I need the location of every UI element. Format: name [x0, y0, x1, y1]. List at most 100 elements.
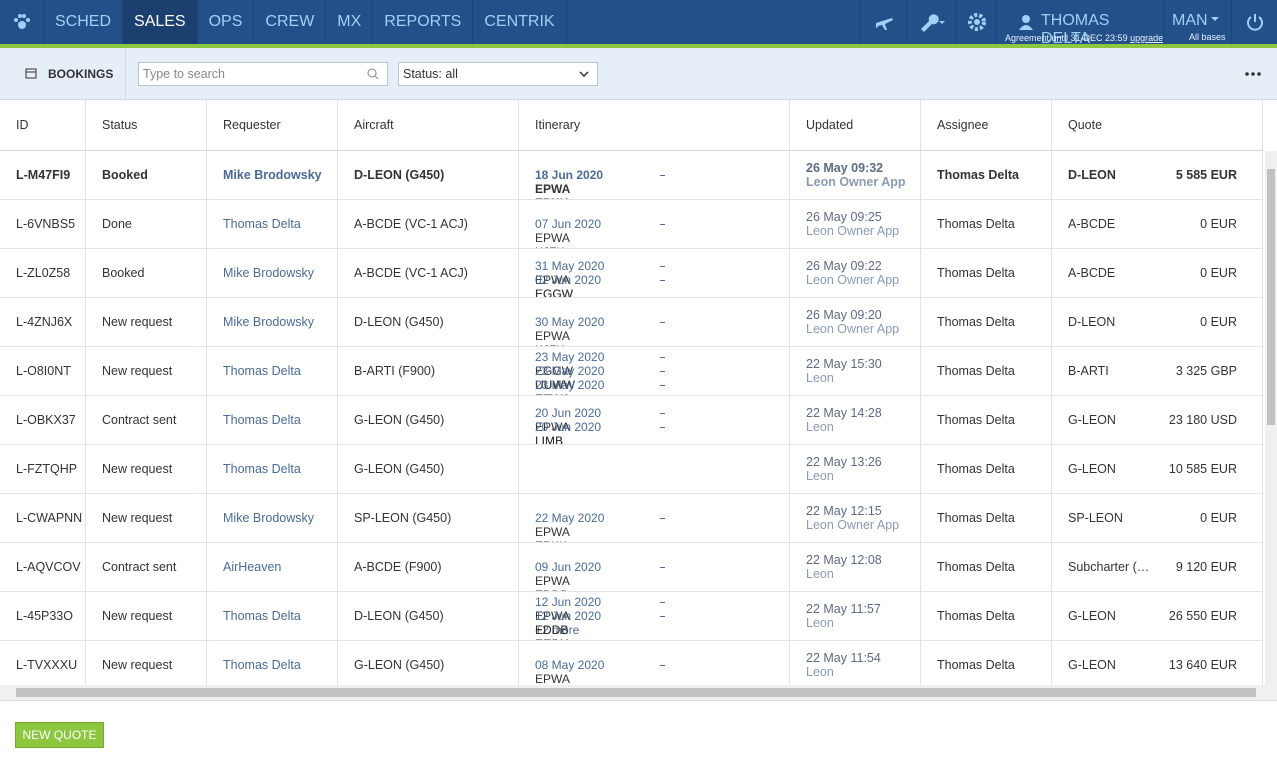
leg-dash	[660, 322, 665, 323]
leg: 18 Jun 2020EPWAEPKK5 PAX	[535, 168, 775, 199]
header-row: ID Status Requester Aircraft Itinerary Update…	[0, 100, 1263, 151]
aircraft: D-LEON (G450)	[338, 298, 519, 346]
column-header[interactable]: Requester	[207, 100, 338, 150]
section-tab[interactable]: BOOKINGS	[0, 48, 126, 100]
quote-price: 10 585 EUR	[1168, 462, 1237, 476]
leg-to: EGGW	[535, 287, 573, 297]
booking-row[interactable]: L-CWAPNN New request Mike Brodowsky SP-LEON…	[0, 494, 1263, 543]
base-name: MAN	[1172, 12, 1208, 29]
booking-row[interactable]: L-M47FI9 Booked Mike Brodowsky D-LEON (G450…	[0, 151, 1263, 200]
leg-dash	[660, 371, 665, 372]
user-menu[interactable]: THOMAS DELTA Agreement until 31-DEC 23:5…	[996, 0, 1164, 47]
quote: D-LEON 5 585 EUR	[1052, 151, 1263, 199]
source: Leon	[806, 616, 834, 630]
requester: Thomas Delta	[207, 200, 338, 248]
updated-time: 22 May 11:54	[806, 651, 881, 665]
upgrade-link[interactable]: upgrade	[1130, 33, 1164, 43]
more-menu[interactable]	[1245, 72, 1261, 76]
leg-dash	[660, 266, 665, 267]
column-header[interactable]: Assignee	[921, 100, 1052, 150]
status-value: Status: all	[403, 67, 458, 81]
leg-dash	[660, 616, 665, 617]
booking-row[interactable]: L-45P33O New request Thomas Delta D-LEON (G…	[0, 592, 1263, 641]
quote-price: 5 585 EUR	[1175, 168, 1237, 182]
itinerary: 09 Jun 2020EPWAEDDB2 PAX	[519, 543, 790, 591]
leg-dash	[660, 280, 665, 281]
leg-dash	[660, 665, 665, 666]
nav-item[interactable]: REPORTS	[373, 0, 474, 44]
updated: 22 May 15:30 Leon	[790, 347, 921, 395]
aircraft: D-LEON (G450)	[338, 592, 519, 640]
horizontal-scrollbar[interactable]	[0, 685, 1277, 701]
requester: Thomas Delta	[207, 396, 338, 444]
assignee: Thomas Delta	[921, 641, 1052, 685]
leg-from: EPWA	[535, 329, 570, 343]
quote-price: 23 180 USD	[1168, 413, 1237, 427]
base-menu[interactable]: MAN All bases	[1163, 0, 1231, 44]
leg: 09 Jun 2020EPWAEDDB2 PAX	[535, 560, 775, 591]
logout-icon[interactable]	[1231, 0, 1277, 44]
new-quote-button[interactable]: NEW QUOTE	[15, 722, 104, 748]
leg-from: EGGW	[535, 287, 573, 297]
nav-item[interactable]: MX	[326, 0, 374, 44]
quote-price: 0 EUR	[1200, 266, 1237, 280]
leg-to: LIMB	[535, 434, 564, 444]
logo[interactable]	[0, 0, 44, 44]
booking-row[interactable]: L-ZL0Z58 Booked Mike Brodowsky A-BCDE (VC-1…	[0, 249, 1263, 298]
column-header[interactable]: Aircraft	[338, 100, 519, 150]
booking-row[interactable]: L-OBKX37 Contract sent Thomas Delta G-LEON …	[0, 396, 1263, 445]
flights-icon[interactable]	[860, 0, 906, 44]
booking-id: L-45P33O	[0, 592, 86, 640]
assignee: Thomas Delta	[921, 543, 1052, 591]
updated: 22 May 14:28 Leon	[790, 396, 921, 444]
quote: G-LEON 13 640 EUR	[1052, 641, 1263, 685]
nav-item[interactable]: SALES	[123, 0, 198, 44]
column-header[interactable]: Quote	[1052, 100, 1263, 150]
vertical-scrollbar[interactable]	[1265, 151, 1277, 685]
nav-item[interactable]: SCHED	[44, 0, 124, 44]
booking-id: L-6VNBS5	[0, 200, 86, 248]
settings-icon[interactable]	[956, 0, 996, 44]
booking-row[interactable]: L-FZTQHP New request Thomas Delta G-LEON (G…	[0, 445, 1263, 494]
booking-id: L-TVXXXU	[0, 641, 86, 685]
itinerary: 22 May 2020EPWAEPKK2 PAX	[519, 494, 790, 542]
itinerary: 23 May 2020EGGWUUWW3 PAX23 May 2020UUWWE…	[519, 347, 790, 395]
column-header[interactable]: Updated	[790, 100, 921, 150]
updated-time: 22 May 12:15	[806, 504, 882, 518]
top-nav: SCHED SALES OPS CREW MX REPORTS CENTRIK THOMAS…	[0, 0, 1277, 47]
leg: 30 May 2020EPWAKJFK4 PAX	[535, 315, 775, 346]
source: Leon	[806, 371, 834, 385]
booking-id: L-ZL0Z58	[0, 249, 86, 297]
booking-row[interactable]: L-O8I0NT New request Thomas Delta B-ARTI (F…	[0, 347, 1263, 396]
itinerary: 31 May 2020EPWAEGGW3 PAX02 Jun 2020EGGWE…	[519, 249, 790, 297]
leg-dash	[660, 357, 665, 358]
column-header[interactable]: Itinerary	[519, 100, 790, 150]
booking-row[interactable]: L-4ZNJ6X New request Mike Brodowsky D-LEON …	[0, 298, 1263, 347]
requester: Mike Brodowsky	[207, 494, 338, 542]
tools-icon[interactable]	[906, 0, 956, 44]
nav-item[interactable]: OPS	[198, 0, 255, 44]
booking-row[interactable]: L-AQVCOV Contract sent AirHeaven A-BCDE (F9…	[0, 543, 1263, 592]
more-legs[interactable]: +2 more	[535, 623, 580, 637]
leg-date: 30 May 2020	[535, 315, 605, 329]
itinerary: 12 Jun 2020EPWAEDDB2 PAX12 Jun 2020EDDBE…	[519, 592, 790, 640]
assignee: Thomas Delta	[921, 249, 1052, 297]
search-input[interactable]: Type to search	[138, 62, 388, 86]
leg: 02 Jun 2020EGGWEPKK2 PAX	[535, 273, 775, 297]
leg: 12 Jun 2020EDDBEDDH1 PAX	[535, 609, 775, 640]
column-header[interactable]: Status	[86, 100, 207, 150]
booking-row[interactable]: L-6VNBS5 Done Thomas Delta A-BCDE (VC-1 ACJ…	[0, 200, 1263, 249]
status-select[interactable]: Status: all	[398, 62, 598, 86]
booking-id: L-4ZNJ6X	[0, 298, 86, 346]
source: Leon	[806, 420, 834, 434]
updated: 22 May 12:15 Leon Owner App	[790, 494, 921, 542]
nav-item[interactable]: CENTRIK	[473, 0, 567, 44]
booking-row[interactable]: L-TVXXXU New request Thomas Delta G-LEON (G…	[0, 641, 1263, 685]
leg: 23 May 2020UUWWEPWA3 PAX	[535, 364, 775, 395]
booking-id: L-CWAPNN	[0, 494, 86, 542]
status: New request	[86, 298, 207, 346]
nav-item[interactable]: CREW	[254, 0, 327, 44]
leg-to: UUWW	[535, 378, 575, 392]
column-header[interactable]: ID	[0, 100, 86, 150]
status: New request	[86, 347, 207, 395]
